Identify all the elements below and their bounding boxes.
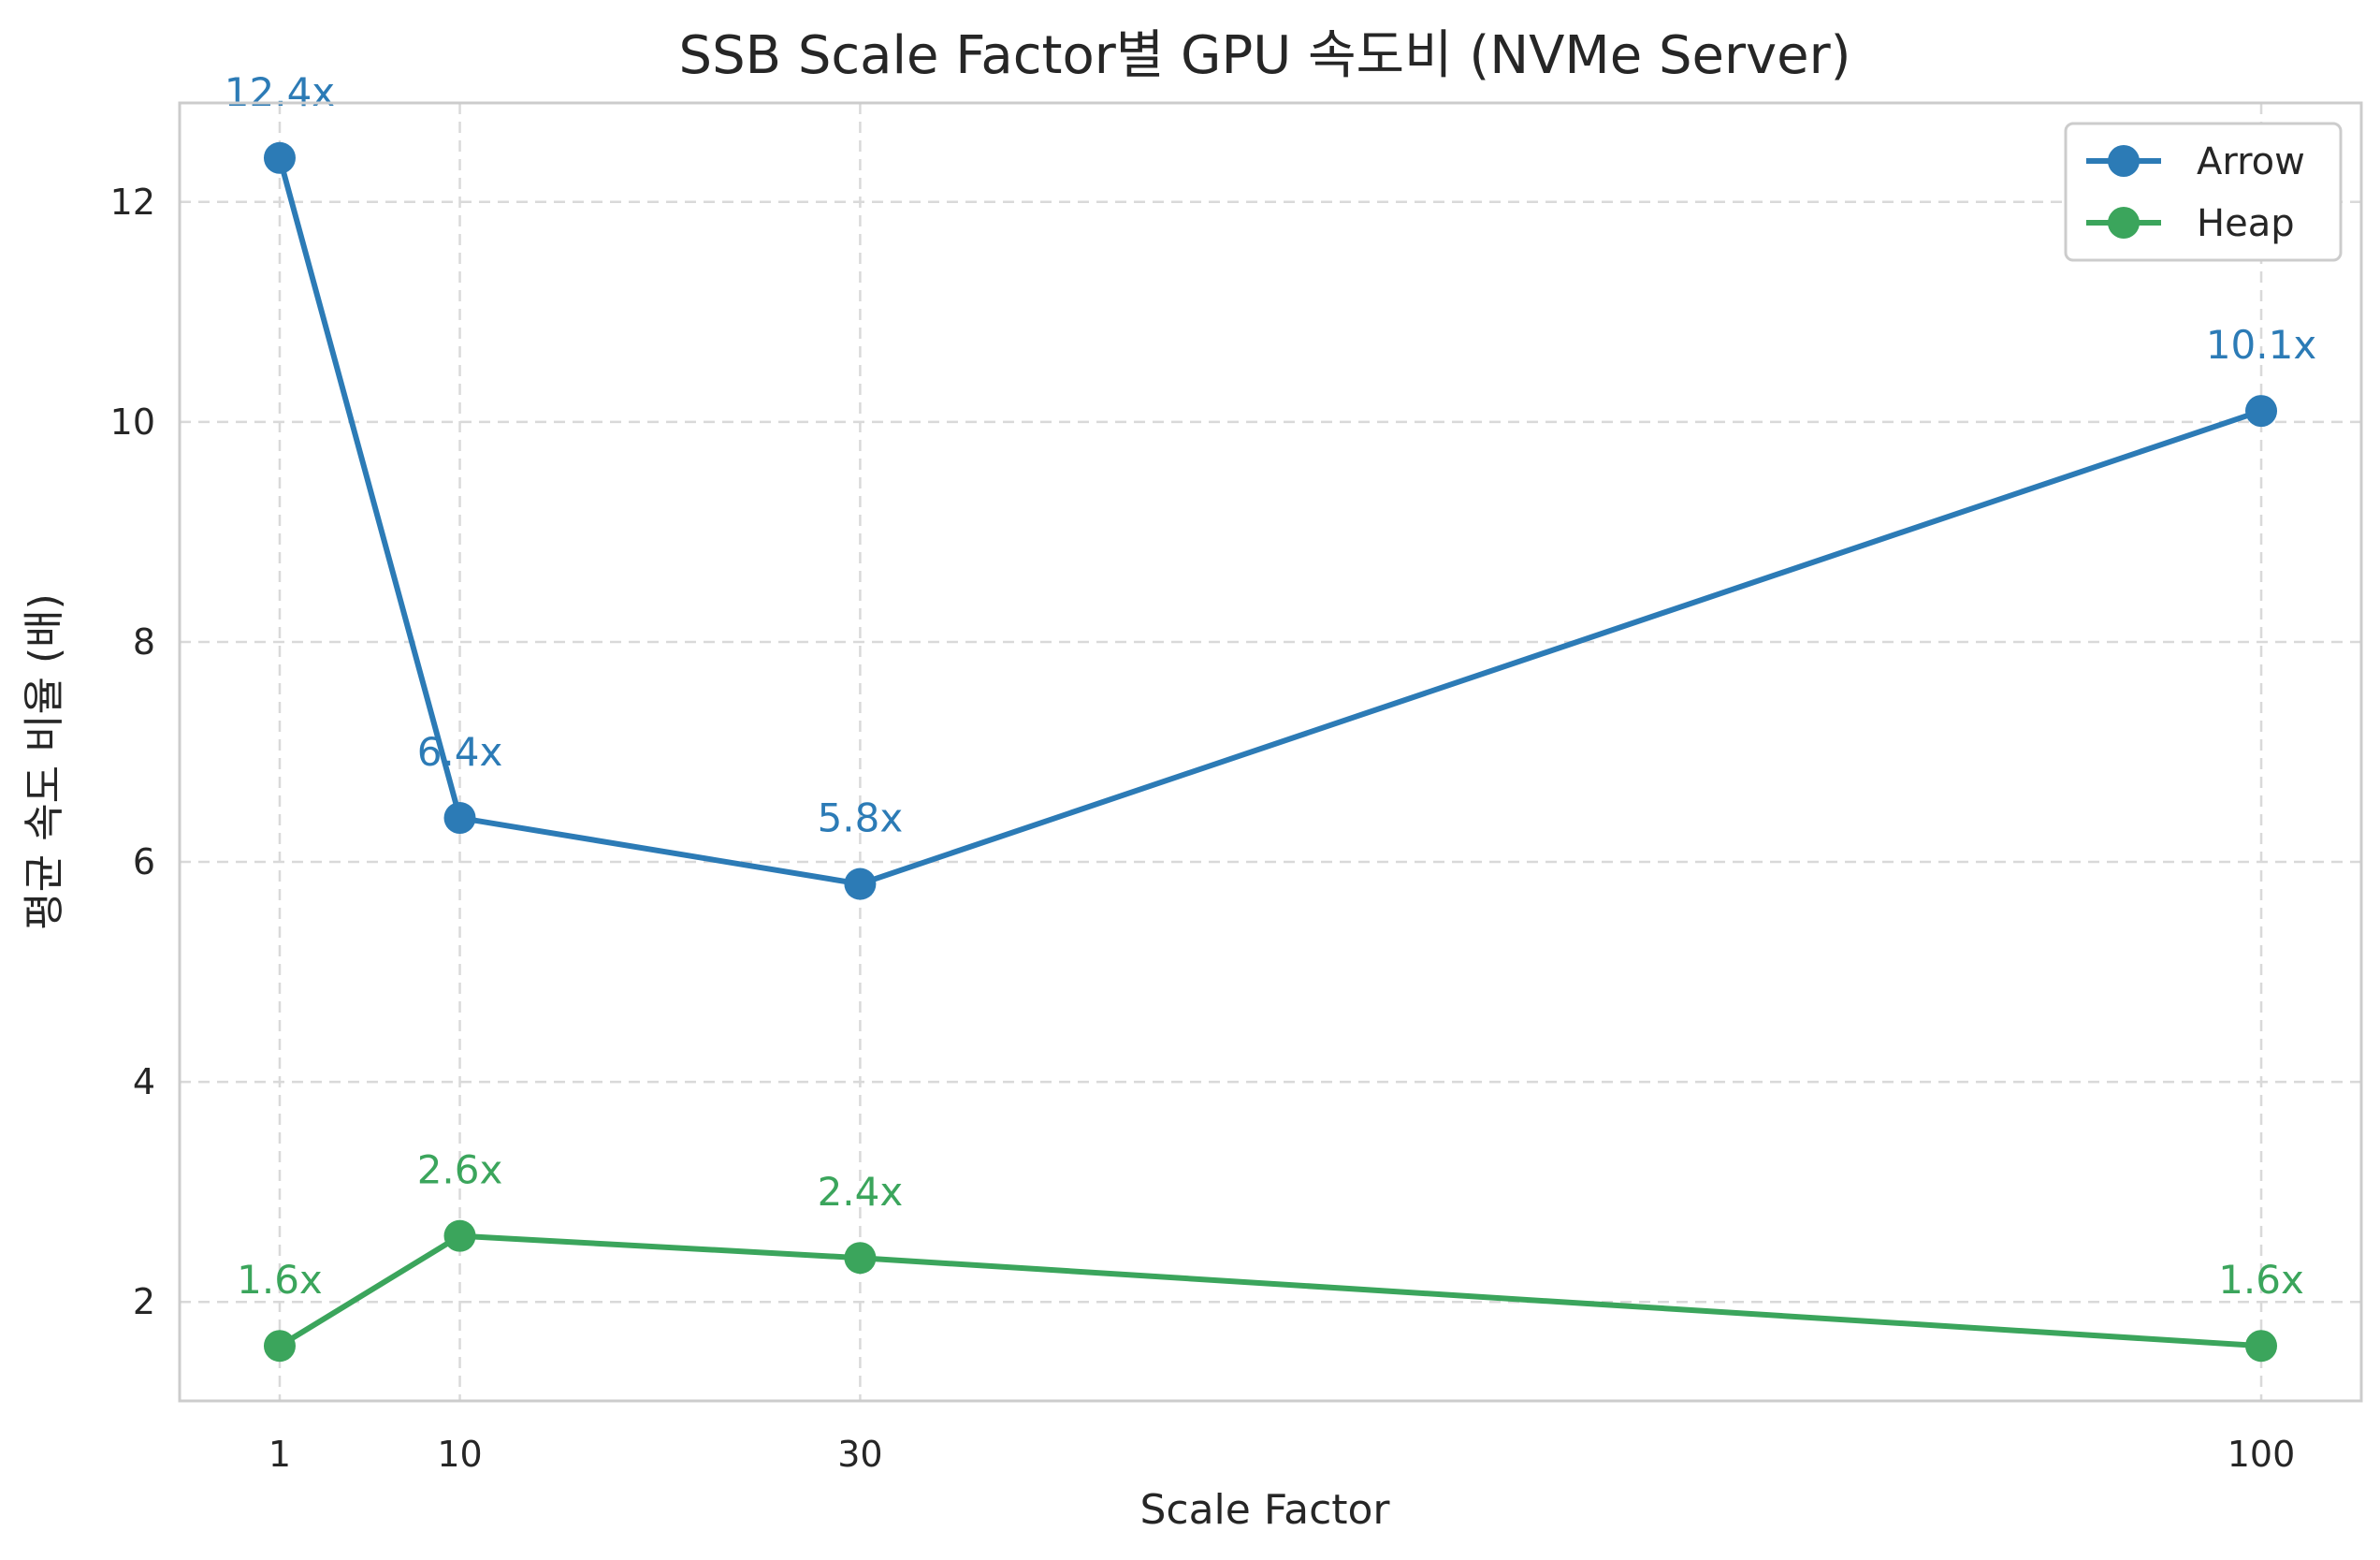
data-point-heap xyxy=(2245,1330,2278,1363)
chart-title: SSB Scale Factor별 GPU 속도비 (NVMe Server) xyxy=(679,25,1851,86)
data-label-heap: 2.6x xyxy=(417,1147,503,1193)
data-point-heap xyxy=(263,1330,296,1363)
tick-layer: 2 4 6 8 10 12 1 10 30 100 xyxy=(110,182,2296,1475)
data-point-arrow xyxy=(263,141,296,174)
series-line-arrow xyxy=(277,156,2262,887)
data-point-arrow xyxy=(2245,395,2278,428)
legend-label-arrow: Arrow xyxy=(2197,140,2305,183)
y-tick-label: 8 xyxy=(133,621,155,663)
legend-marker-heap xyxy=(2108,207,2140,239)
data-label-heap: 1.6x xyxy=(2218,1257,2304,1303)
data-label-arrow: 6.4x xyxy=(417,729,503,775)
x-axis-label: Scale Factor xyxy=(1139,1486,1390,1534)
legend-marker-arrow xyxy=(2108,145,2140,177)
x-tick-label: 10 xyxy=(437,1434,482,1475)
data-label-heap: 2.4x xyxy=(818,1169,904,1215)
x-tick-label: 30 xyxy=(837,1434,882,1475)
data-point-heap xyxy=(844,1242,877,1275)
y-axis-label: 평균 속도 비율 (배) xyxy=(21,593,68,930)
data-label-heap: 1.6x xyxy=(237,1257,323,1303)
data-label-layer: 12.4x 6.4x 5.8x 10.1x 1.6x 2.6x 2.4x 1.6x xyxy=(225,69,2316,1303)
x-tick-label: 100 xyxy=(2228,1434,2296,1475)
data-label-arrow: 12.4x xyxy=(225,69,335,115)
data-label-arrow: 5.8x xyxy=(818,795,904,841)
y-tick-label: 6 xyxy=(133,841,155,882)
y-tick-label: 4 xyxy=(133,1061,155,1102)
data-point-heap xyxy=(443,1219,476,1252)
y-tick-label: 12 xyxy=(110,182,155,223)
y-tick-label: 2 xyxy=(133,1281,155,1322)
series-layer xyxy=(263,141,2278,1363)
plot-frame xyxy=(178,101,2363,1403)
data-point-arrow xyxy=(844,867,877,900)
legend: Arrow Heap xyxy=(2064,122,2343,262)
y-tick-label: 10 xyxy=(110,401,155,443)
data-label-arrow: 10.1x xyxy=(2206,322,2316,368)
legend-label-heap: Heap xyxy=(2197,202,2295,245)
grid-layer xyxy=(180,103,2361,1401)
data-point-arrow xyxy=(443,802,476,835)
x-tick-label: 1 xyxy=(268,1434,291,1475)
series-line-heap xyxy=(278,1232,2262,1349)
